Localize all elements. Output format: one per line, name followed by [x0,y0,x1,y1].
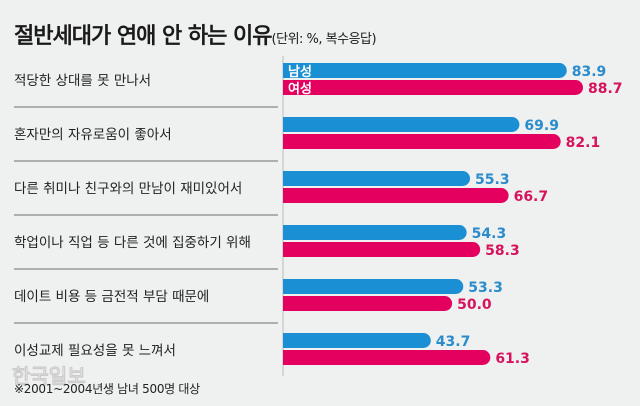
category-label: 적당한 상대를 못 만나서 [14,73,151,89]
value-label: 50.0 [457,297,492,313]
chart-subtitle: (단위: %, 복수응답) [271,32,377,47]
value-label: 54.3 [472,226,507,242]
value-label: 55.3 [475,172,510,188]
bar-female [283,350,491,365]
bar-male [283,333,431,348]
value-label: 83.9 [572,64,607,80]
category-label: 데이트 비용 등 금전적 부담 때문에 [14,289,209,305]
bar-male [283,171,471,186]
logo-watermark: 한국일보 [12,364,86,389]
legend-male: 남성 [288,64,312,80]
category-label: 학업이나 직업 등 다른 것에 집중하기 위해 [14,235,251,251]
bar-female [283,134,561,149]
legend-female: 여성 [288,81,312,97]
bar-female [283,242,481,257]
value-label: 43.7 [436,334,471,350]
bar-male [283,63,567,78]
value-label: 82.1 [566,135,601,151]
bar-male [283,225,467,240]
value-label: 61.3 [495,351,530,367]
category-label: 이성교제 필요성을 못 느껴서 [14,343,176,359]
value-label: 53.3 [468,280,503,296]
value-label: 58.3 [485,243,520,259]
bar-female [283,80,583,95]
title-text: 절반세대가 연애 안 하는 이유 [14,24,273,49]
bar-female [283,188,509,203]
bar-male [283,279,464,294]
category-label: 다른 취미나 친구와의 만남이 재미있어서 [14,181,242,197]
value-label: 88.7 [588,81,623,97]
bar-male [283,117,520,132]
bar-female [283,296,453,311]
footnote: ※2001~2004년생 남녀 500명 대상 [14,382,200,396]
category-label: 혼자만의 자유로움이 좋아서 [14,127,172,143]
value-label: 69.9 [524,118,559,134]
chart-title: 절반세대가 연애 안 하는 이유(단위: %, 복수응답) [14,18,377,50]
value-label: 66.7 [514,189,549,205]
